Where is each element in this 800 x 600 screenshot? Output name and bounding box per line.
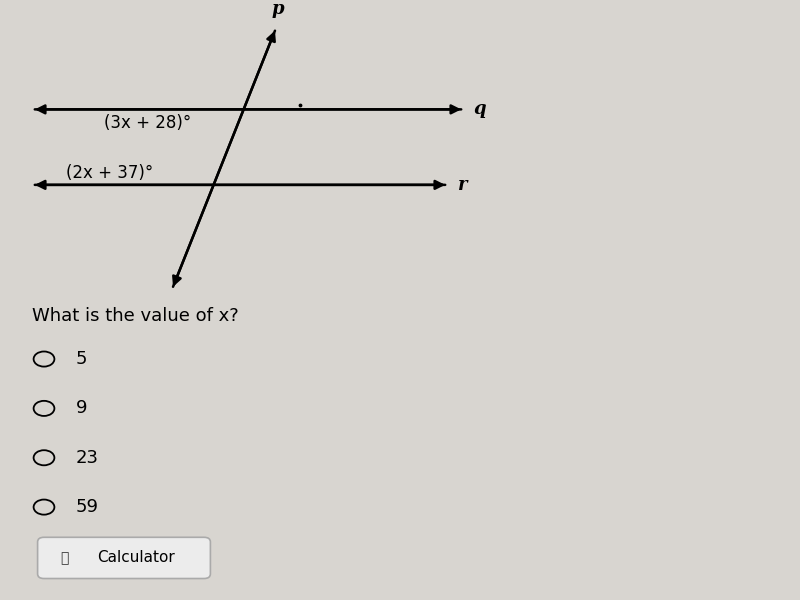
Text: 5: 5 [76, 350, 87, 368]
Text: 9: 9 [76, 400, 87, 418]
Text: (2x + 37)°: (2x + 37)° [66, 164, 153, 182]
FancyBboxPatch shape [38, 537, 210, 578]
Text: What is the value of x?: What is the value of x? [32, 307, 238, 325]
Text: 🖩: 🖩 [60, 551, 68, 565]
Text: p: p [271, 0, 284, 17]
Text: q: q [474, 100, 486, 118]
Text: r: r [458, 176, 467, 194]
Text: 59: 59 [76, 498, 99, 516]
Text: (3x + 28)°: (3x + 28)° [104, 114, 191, 132]
Text: 23: 23 [76, 449, 99, 467]
Text: Calculator: Calculator [97, 550, 175, 565]
